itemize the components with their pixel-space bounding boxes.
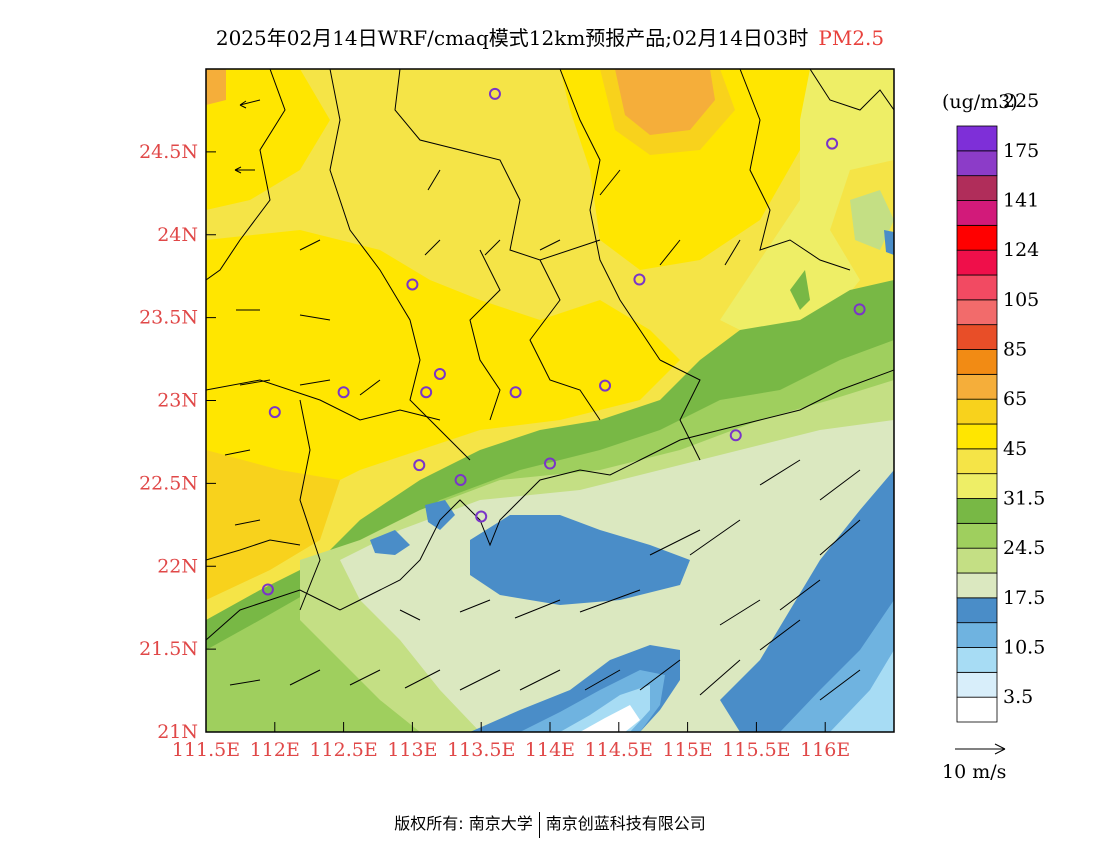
colorbar-swatch — [956, 398, 998, 425]
y-tick-label: 24.5N — [139, 141, 198, 163]
colorbar-tick-label: 124 — [1003, 239, 1039, 261]
colorbar — [956, 125, 998, 723]
x-tick-label: 116E — [800, 739, 850, 761]
station-marker — [729, 429, 742, 442]
colorbar-swatch — [956, 175, 998, 201]
colorbar-tick-label: 105 — [1003, 289, 1039, 311]
map-title-main: 2025年02月14日WRF/cmaq模式12km预报产品;02月14日03时 — [215, 26, 809, 50]
colorbar-tick-label: 175 — [1003, 140, 1039, 162]
station-marker — [337, 386, 350, 399]
colorbar-tick-label: 24.5 — [1003, 537, 1045, 559]
wind-legend-label: 10 m/s — [942, 761, 1006, 783]
station-marker — [599, 379, 612, 392]
x-tick-label: 114E — [525, 739, 575, 761]
colorbar-tick-label: 10.5 — [1003, 637, 1045, 659]
colorbar-labels: 3.5 10.5 17.5 24.5 31.5 45 65 85 105 124 141 175 225 — [1003, 90, 1045, 708]
colorbar-tick-label: 45 — [1003, 438, 1027, 460]
y-tick-label: 21N — [157, 721, 198, 743]
x-tick-label: 113E — [387, 739, 437, 761]
monitoring-stations — [261, 87, 866, 596]
colorbar-swatch — [956, 274, 998, 301]
x-tick-label: 112E — [250, 739, 300, 761]
x-tick-label: 115E — [663, 739, 713, 761]
colorbar-swatch — [956, 224, 998, 251]
colorbar-swatch — [956, 324, 998, 350]
station-marker — [475, 510, 488, 523]
station-marker — [488, 87, 501, 100]
colorbar-swatch — [956, 671, 998, 698]
station-marker — [433, 367, 446, 380]
colorbar-swatch — [956, 522, 998, 549]
colorbar-swatch — [956, 448, 998, 475]
copyright-footer: 版权所有: 南京大学 南京创蓝科技有限公司 — [0, 810, 1100, 838]
colorbar-tick-label: 31.5 — [1003, 488, 1045, 510]
footer-divider — [538, 811, 540, 838]
colorbar-swatch — [956, 547, 998, 574]
station-marker — [633, 273, 646, 286]
station-marker — [826, 137, 839, 150]
x-tick-label: 113.5E — [447, 739, 515, 761]
colorbar-swatch — [956, 498, 998, 524]
colorbar-tick-label: 225 — [1003, 90, 1039, 112]
station-marker — [413, 459, 426, 472]
station-marker — [261, 583, 274, 596]
colorbar-swatch — [956, 150, 998, 177]
pm25-field — [206, 69, 894, 732]
y-tick-label: 23.5N — [139, 307, 198, 329]
copyright-company: 南京创蓝科技有限公司 — [545, 814, 706, 833]
y-tick-label: 23N — [157, 390, 198, 412]
copyright-owner: 版权所有: 南京大学 — [394, 814, 533, 833]
colorbar-swatch — [956, 473, 998, 499]
colorbar-tick-label: 85 — [1003, 339, 1027, 361]
map-title: 2025年02月14日WRF/cmaq模式12km预报产品;02月14日03时 P… — [0, 22, 1100, 51]
colorbar-swatch — [956, 249, 998, 276]
station-marker — [406, 278, 419, 291]
colorbar-unit: (ug/m3) — [942, 91, 1018, 113]
colorbar-swatch — [956, 373, 998, 400]
colorbar-swatch — [956, 597, 998, 624]
station-marker — [853, 303, 866, 316]
colorbar-tick-label: 3.5 — [1003, 686, 1033, 708]
longitude-axis: 111.5E 112E 112.5E 113E 113.5E 114E 114.5E 115E… — [172, 722, 850, 761]
station-marker — [268, 406, 281, 419]
colorbar-swatch — [956, 622, 998, 648]
admin-boundaries — [206, 69, 894, 641]
station-marker — [454, 474, 467, 487]
x-tick-label: 111.5E — [172, 739, 240, 761]
x-tick-label: 112.5E — [309, 739, 377, 761]
y-tick-label: 24N — [157, 224, 198, 246]
wind-legend: 10 m/s — [942, 743, 1006, 783]
latitude-axis: 21N 21.5N 22N 22.5N 23N 23.5N 24N 24.5N — [139, 141, 216, 743]
colorbar-swatch — [956, 423, 998, 450]
wind-legend-arrow-icon — [955, 743, 1006, 755]
colorbar-swatch — [956, 647, 998, 673]
colorbar-swatch — [956, 349, 998, 375]
colorbar-tick-label: 17.5 — [1003, 587, 1045, 609]
y-tick-label: 22.5N — [139, 472, 198, 494]
y-tick-label: 22N — [157, 555, 198, 577]
y-tick-label: 21.5N — [139, 638, 198, 660]
x-tick-label: 115.5E — [722, 739, 790, 761]
station-marker — [509, 386, 522, 399]
x-tick-label: 114.5E — [585, 739, 653, 761]
colorbar-swatch — [956, 200, 998, 226]
colorbar-tick-label: 141 — [1003, 190, 1039, 212]
colorbar-swatch — [956, 299, 998, 326]
colorbar-tick-label: 65 — [1003, 388, 1027, 410]
station-marker — [420, 386, 433, 399]
station-marker — [544, 457, 556, 470]
colorbar-swatch — [956, 125, 998, 152]
pollutant-label: PM2.5 — [818, 26, 885, 50]
colorbar-swatch — [956, 572, 998, 599]
colorbar-swatch — [956, 696, 998, 723]
wind-vectors — [224, 99, 861, 701]
